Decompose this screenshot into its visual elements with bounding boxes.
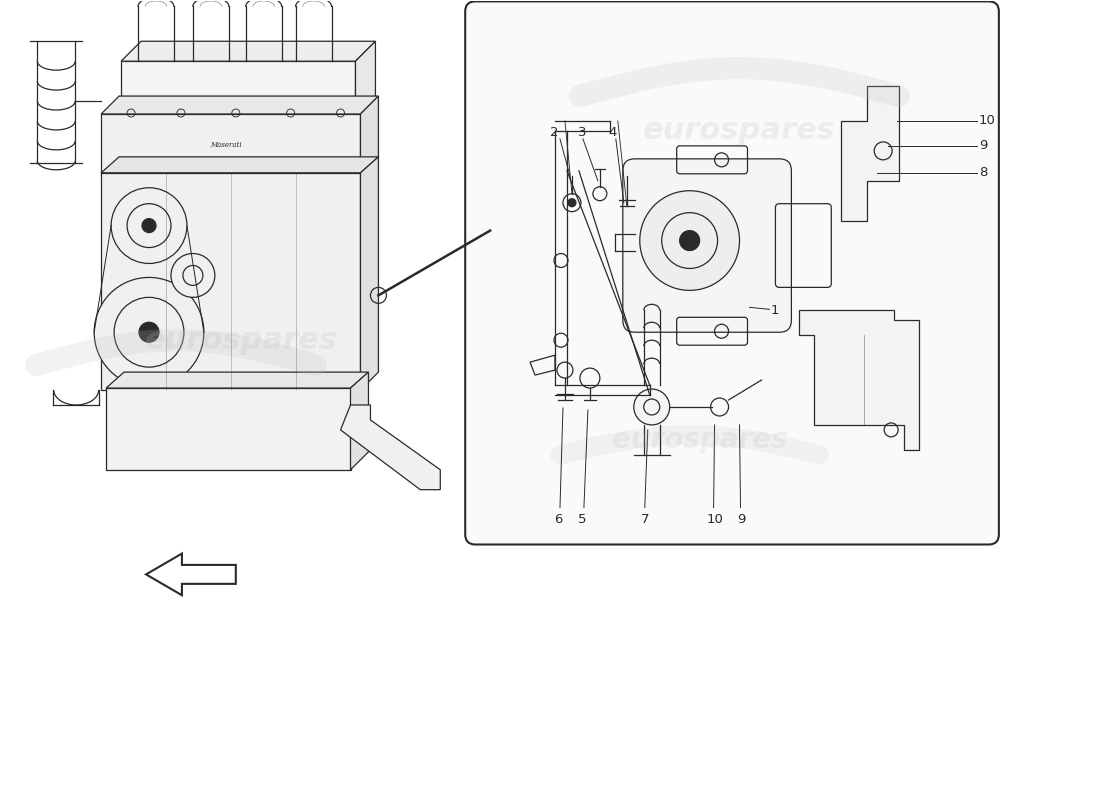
FancyBboxPatch shape: [465, 2, 999, 545]
Text: 2: 2: [550, 126, 558, 139]
Polygon shape: [106, 372, 369, 388]
FancyBboxPatch shape: [121, 61, 355, 116]
Polygon shape: [361, 96, 378, 176]
Polygon shape: [842, 86, 899, 221]
Text: 5: 5: [578, 513, 586, 526]
Text: 10: 10: [706, 513, 723, 526]
Circle shape: [170, 254, 214, 298]
Text: eurospares: eurospares: [644, 117, 836, 146]
Text: Maserati: Maserati: [210, 141, 242, 149]
Polygon shape: [472, 230, 491, 253]
Text: eurospares: eurospares: [144, 326, 338, 354]
Polygon shape: [101, 96, 378, 114]
Circle shape: [680, 230, 700, 250]
Circle shape: [95, 278, 204, 387]
FancyBboxPatch shape: [101, 114, 361, 176]
Circle shape: [111, 188, 187, 263]
Circle shape: [142, 218, 156, 233]
FancyBboxPatch shape: [101, 173, 361, 390]
Polygon shape: [361, 157, 378, 390]
Text: 3: 3: [578, 126, 586, 139]
Circle shape: [640, 190, 739, 290]
Text: eurospares: eurospares: [612, 426, 788, 454]
Polygon shape: [341, 405, 440, 490]
Text: 10: 10: [979, 114, 996, 127]
Polygon shape: [146, 554, 235, 595]
Polygon shape: [800, 310, 920, 450]
FancyBboxPatch shape: [623, 159, 791, 332]
Circle shape: [634, 389, 670, 425]
Text: 9: 9: [979, 139, 988, 152]
Circle shape: [139, 322, 159, 342]
Text: 9: 9: [737, 513, 746, 526]
Text: 6: 6: [553, 513, 562, 526]
Polygon shape: [101, 157, 378, 173]
Text: 1: 1: [770, 304, 779, 317]
Polygon shape: [121, 42, 375, 61]
Circle shape: [568, 198, 576, 206]
Text: 4: 4: [608, 126, 617, 139]
FancyBboxPatch shape: [106, 388, 351, 470]
Text: 8: 8: [979, 166, 988, 179]
Polygon shape: [351, 372, 369, 470]
Polygon shape: [355, 42, 375, 116]
Text: 7: 7: [640, 513, 649, 526]
